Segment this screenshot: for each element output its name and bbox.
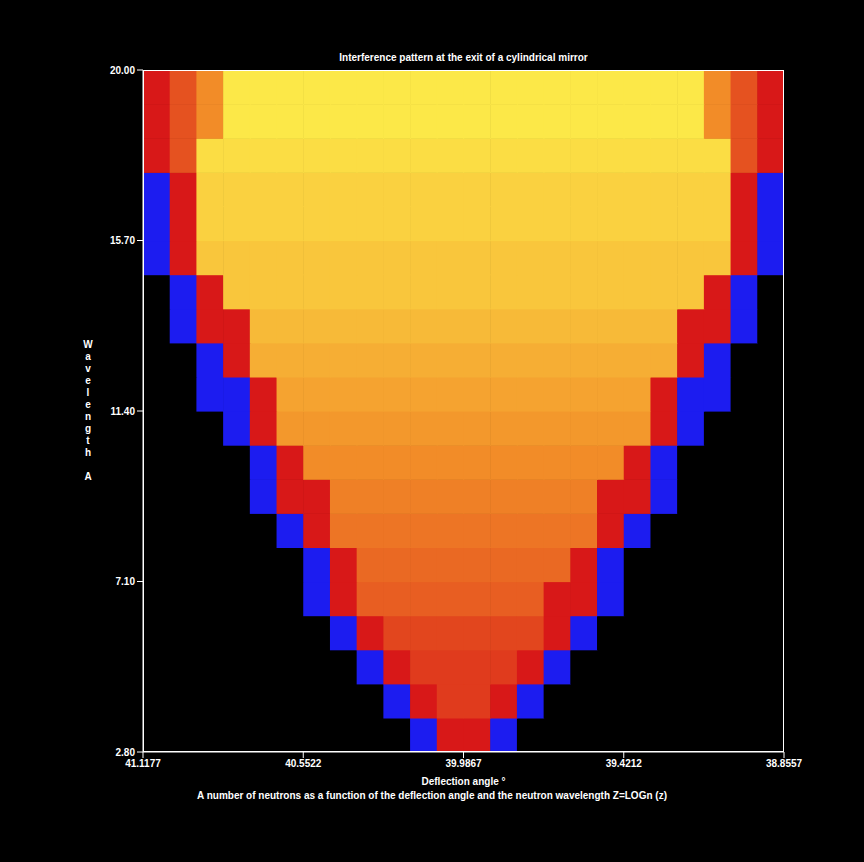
- html-text:h: h: [84, 447, 91, 458]
- html-text:n: n: [84, 411, 91, 422]
- svg-text:41.1177: 41.1177: [125, 758, 161, 769]
- html-text:t: t: [86, 435, 90, 446]
- svg-text:40.5522: 40.5522: [285, 758, 322, 769]
- svg-text:2.80: 2.80: [116, 747, 136, 758]
- svg-text:15.70: 15.70: [110, 235, 135, 246]
- svg-text:38.8557: 38.8557: [766, 758, 803, 769]
- html-text:W: W: [83, 339, 93, 350]
- html-text:A number of neutrons as a func: A number of neutrons as a function of th…: [197, 790, 667, 801]
- html-text:e: e: [85, 375, 91, 386]
- svg-text:20.00: 20.00: [110, 65, 135, 76]
- html-text:Deflection angle °: Deflection angle °: [421, 776, 506, 787]
- html-text:e: e: [85, 399, 91, 410]
- html-text:A: A: [84, 471, 92, 482]
- html-text:Interference pattern at the ex: Interference pattern at the exit of a cy…: [339, 52, 588, 63]
- html-text:v: v: [85, 363, 91, 374]
- svg-text:7.10: 7.10: [116, 576, 136, 587]
- svg-text:39.4212: 39.4212: [606, 758, 643, 769]
- html-text:g: g: [84, 423, 91, 434]
- svg-text:11.40: 11.40: [111, 406, 136, 417]
- html-text:a: a: [85, 351, 91, 362]
- html-text:l: l: [86, 387, 90, 398]
- svg-text:39.9867: 39.9867: [445, 758, 482, 769]
